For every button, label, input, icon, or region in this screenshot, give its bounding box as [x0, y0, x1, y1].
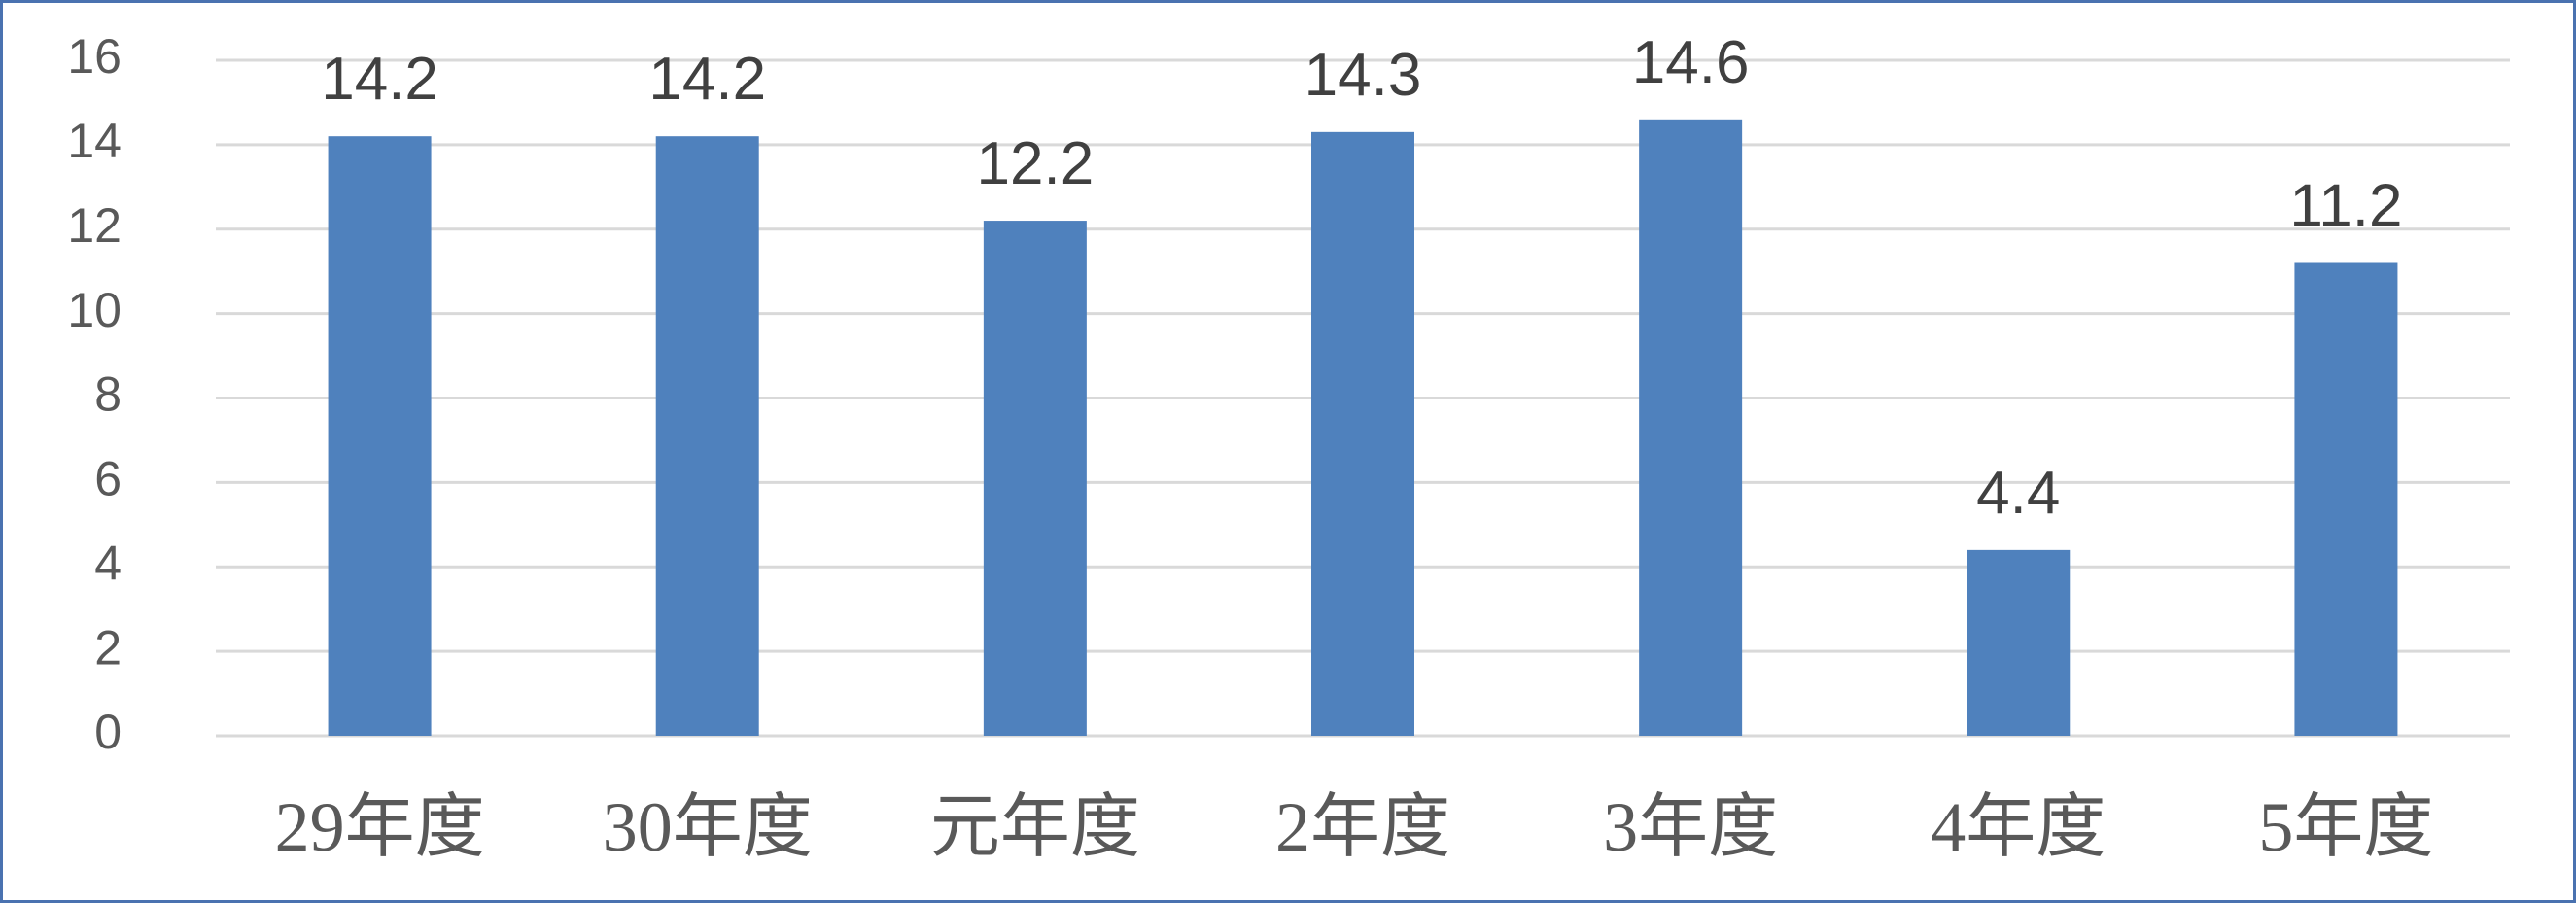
y-tick-label: 14 [67, 114, 122, 168]
bar [328, 136, 432, 736]
bar [1639, 119, 1743, 736]
x-tick-label: 30年度 [603, 788, 813, 866]
data-label: 11.2 [2289, 173, 2402, 240]
y-tick-label: 6 [94, 452, 122, 506]
bar [655, 136, 759, 736]
data-label: 14.2 [321, 46, 438, 113]
bar [1967, 549, 2071, 736]
x-tick-label: 3年度 [1603, 788, 1778, 866]
data-label: 4.4 [1976, 460, 2060, 527]
bar [2294, 262, 2398, 736]
x-tick-label: 2年度 [1275, 788, 1450, 866]
y-tick-label: 0 [94, 705, 122, 759]
x-tick-label: 4年度 [1931, 788, 2106, 866]
y-tick-label: 10 [67, 283, 122, 337]
data-label: 14.3 [1305, 42, 1422, 109]
data-label: 12.2 [977, 130, 1095, 197]
x-tick-label: 29年度 [275, 788, 485, 866]
x-tick-label: 元年度 [930, 788, 1140, 866]
bar [1311, 131, 1414, 736]
y-tick-label: 2 [94, 620, 122, 675]
data-label: 14.6 [1632, 29, 1750, 96]
x-tick-label: 5年度 [2258, 788, 2433, 866]
bar [983, 221, 1087, 736]
y-tick-label: 12 [67, 198, 122, 253]
y-tick-label: 16 [67, 29, 122, 84]
y-tick-label: 4 [94, 536, 122, 590]
data-label: 14.2 [648, 46, 766, 113]
y-tick-label: 8 [94, 367, 122, 422]
